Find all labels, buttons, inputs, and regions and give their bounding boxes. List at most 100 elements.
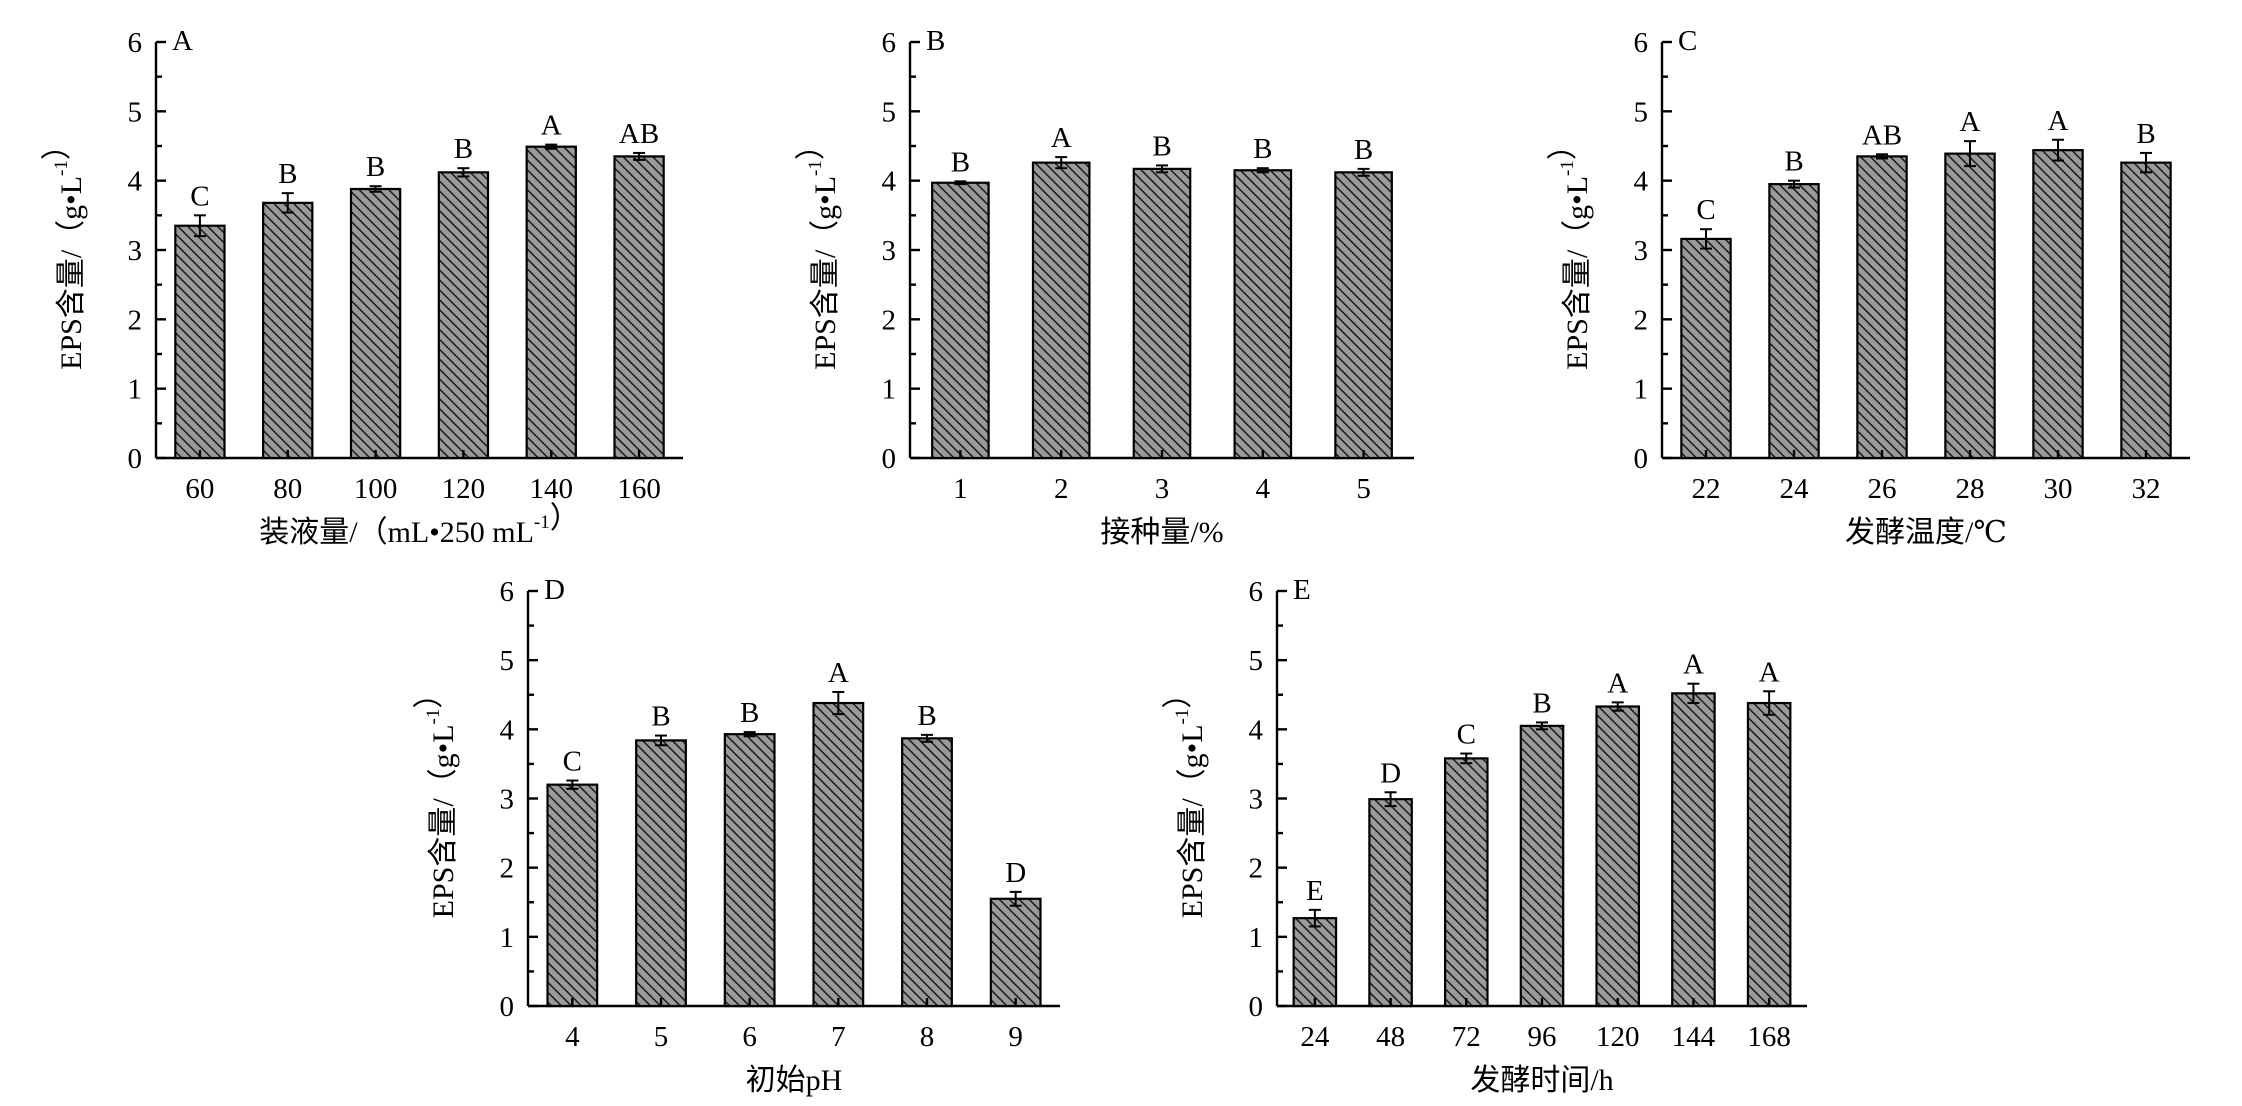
error-bar bbox=[921, 733, 933, 743]
error-bar bbox=[1256, 167, 1269, 174]
bar bbox=[901, 737, 953, 1008]
significance-letter: A bbox=[541, 110, 562, 142]
error-bar bbox=[1357, 167, 1370, 177]
significance-letter: A bbox=[1759, 656, 1780, 688]
x-tick-label: 100 bbox=[354, 473, 398, 505]
significance-letter: B bbox=[740, 697, 759, 729]
error-bar bbox=[1611, 701, 1624, 712]
y-tick-label: 4 bbox=[1249, 714, 1264, 746]
panel-label: B bbox=[926, 25, 945, 57]
error-bar bbox=[1308, 908, 1321, 928]
x-axis-label: 发酵时间/h bbox=[1470, 1064, 1613, 1097]
error-bar bbox=[633, 151, 646, 161]
y-tick-label: 1 bbox=[882, 374, 897, 406]
x-tick-label: 5 bbox=[654, 1021, 669, 1053]
y-axis-label: EPS含量/（g•L-1） bbox=[41, 130, 88, 370]
y-tick-label: 3 bbox=[128, 235, 143, 267]
y-tick-label: 6 bbox=[500, 576, 515, 608]
bar bbox=[1595, 705, 1641, 1008]
error-bar bbox=[1788, 179, 1800, 189]
significance-letter: B bbox=[1354, 134, 1373, 166]
error-bar bbox=[1384, 791, 1397, 808]
error-bar bbox=[1536, 721, 1548, 731]
error-bar bbox=[545, 143, 558, 150]
error-bar bbox=[1700, 228, 1712, 250]
significance-letter: B bbox=[651, 701, 670, 733]
error-bar bbox=[655, 734, 667, 747]
y-tick-label: 3 bbox=[882, 235, 897, 267]
x-tick-label: 30 bbox=[2044, 473, 2073, 505]
error-bar bbox=[369, 185, 382, 193]
error-bar bbox=[2052, 138, 2064, 162]
bar bbox=[349, 187, 402, 460]
error-bar bbox=[457, 167, 470, 178]
bar bbox=[2120, 161, 2172, 460]
significance-letter: A bbox=[1607, 667, 1628, 699]
y-tick-label: 1 bbox=[128, 374, 143, 406]
x-tick-label: 80 bbox=[273, 473, 302, 505]
y-tick-label: 1 bbox=[1249, 922, 1264, 954]
y-tick-label: 0 bbox=[128, 443, 143, 475]
x-tick-label: 144 bbox=[1672, 1021, 1716, 1053]
y-axis-label: EPS含量/（g•L-1） bbox=[795, 130, 842, 370]
y-tick-label: 0 bbox=[1249, 991, 1264, 1023]
x-tick-label: 5 bbox=[1356, 473, 1371, 505]
significance-letter: C bbox=[563, 746, 582, 778]
y-tick-label: 2 bbox=[1634, 304, 1649, 336]
significance-letter: B bbox=[278, 158, 297, 190]
error-bar bbox=[743, 731, 756, 738]
bar bbox=[1944, 152, 1996, 460]
bar bbox=[635, 739, 687, 1008]
significance-letter: AB bbox=[1862, 119, 1902, 151]
error-bar bbox=[1687, 682, 1700, 705]
x-tick-label: 22 bbox=[1692, 473, 1721, 505]
significance-letter: A bbox=[1960, 106, 1981, 138]
x-axis-label: 发酵温度/℃ bbox=[1845, 516, 2007, 549]
panel-label: E bbox=[1293, 574, 1311, 606]
y-tick-label: 0 bbox=[500, 991, 515, 1023]
x-tick-label: 1 bbox=[953, 473, 968, 505]
error-bar bbox=[1876, 153, 1888, 160]
bar bbox=[1680, 237, 1732, 460]
x-tick-label: 7 bbox=[831, 1021, 846, 1053]
y-axis-label: EPS含量/（g•L-1） bbox=[1162, 679, 1209, 919]
bar bbox=[1334, 171, 1393, 460]
x-tick-label: 2 bbox=[1054, 473, 1069, 505]
y-tick-label: 2 bbox=[500, 853, 515, 885]
bar bbox=[1233, 169, 1293, 460]
y-tick-label: 1 bbox=[1634, 374, 1649, 406]
y-axis-label: EPS含量/（g•L-1） bbox=[413, 679, 460, 919]
panel-label: A bbox=[172, 25, 193, 57]
significance-letter: B bbox=[454, 133, 473, 165]
y-tick-label: 2 bbox=[128, 304, 143, 336]
y-tick-label: 6 bbox=[1634, 27, 1649, 59]
y-tick-label: 4 bbox=[500, 714, 515, 746]
significance-letter: B bbox=[2136, 118, 2155, 150]
y-tick-label: 1 bbox=[500, 922, 515, 954]
significance-letter: E bbox=[1306, 875, 1324, 907]
y-axis-label: EPS含量/（g•L-1） bbox=[1547, 130, 1594, 370]
panel-label: D bbox=[544, 574, 565, 606]
x-tick-label: 120 bbox=[1596, 1021, 1640, 1053]
significance-letter: B bbox=[1152, 130, 1171, 162]
x-tick-label: 120 bbox=[442, 473, 486, 505]
x-tick-label: 3 bbox=[1155, 473, 1170, 505]
x-axis-label: 接种量/% bbox=[1100, 516, 1223, 549]
y-tick-label: 5 bbox=[128, 96, 143, 128]
x-tick-label: 26 bbox=[1868, 473, 1897, 505]
y-tick-label: 0 bbox=[882, 443, 897, 475]
error-bar bbox=[832, 690, 845, 716]
x-axis-label: 装液量/（mL•250 mL-1） bbox=[259, 502, 580, 549]
bar bbox=[723, 733, 776, 1008]
x-tick-label: 96 bbox=[1528, 1021, 1557, 1053]
bar bbox=[1132, 167, 1192, 460]
y-tick-label: 6 bbox=[882, 27, 897, 59]
significance-letter: C bbox=[1457, 719, 1476, 751]
x-tick-label: 32 bbox=[2132, 473, 2161, 505]
error-bar bbox=[1964, 140, 1976, 168]
y-tick-label: 5 bbox=[1634, 96, 1649, 128]
